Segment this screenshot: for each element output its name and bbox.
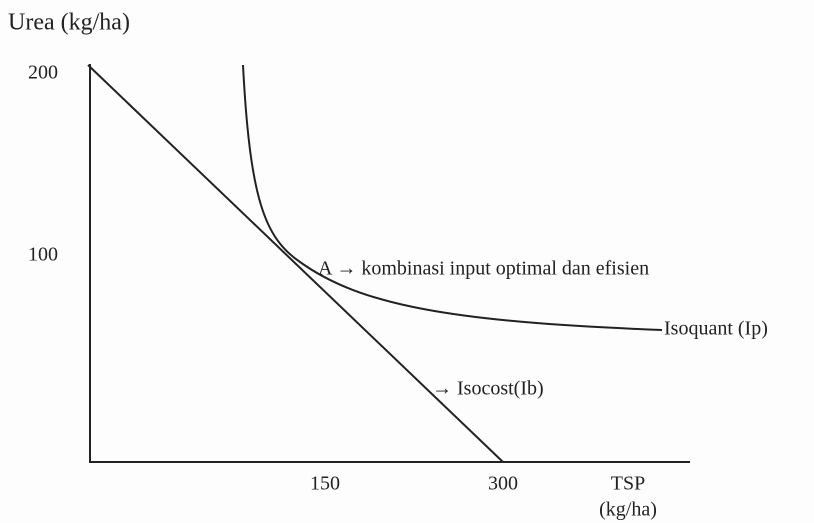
isocost-line — [87, 64, 504, 463]
x-axis-label: TSP — [611, 473, 645, 495]
x-tick-label: 300 — [488, 473, 518, 495]
x-axis-label: (kg/ha) — [599, 499, 657, 521]
isoquant-curve — [242, 64, 663, 331]
isocost-label: → Isocost(Ib) — [432, 378, 544, 400]
x-tick-label: 150 — [310, 473, 340, 495]
y-tick-label: 100 — [28, 244, 58, 266]
isoquant-label: Isoquant (Ip) — [664, 318, 768, 340]
y-axis-title: Urea (kg/ha) — [8, 10, 130, 36]
y-tick-label: 200 — [28, 62, 58, 84]
point-annotation: A → kombinasi input optimal dan efisien — [318, 258, 649, 280]
